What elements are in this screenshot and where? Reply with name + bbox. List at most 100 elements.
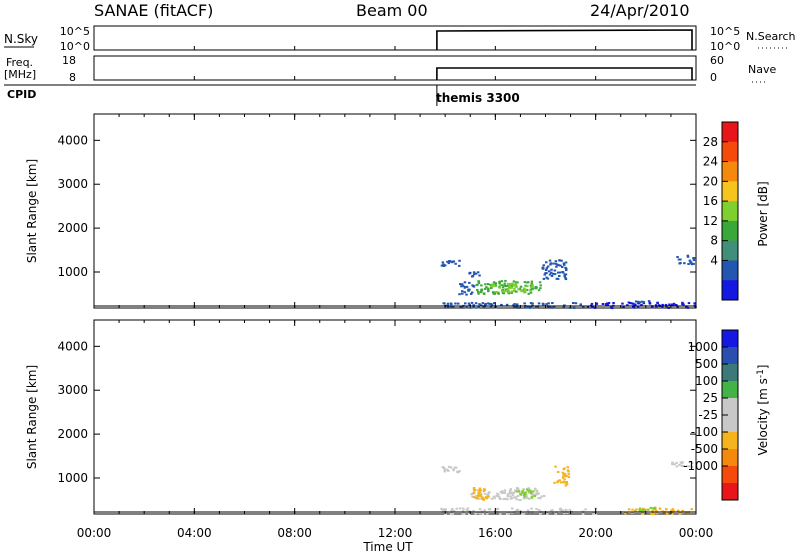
range-gate-cell <box>509 495 512 498</box>
range-gate-cell <box>476 497 479 500</box>
range-gate-cell <box>500 304 503 307</box>
range-gate-cell <box>547 270 551 273</box>
range-gate-cell <box>543 273 546 276</box>
range-gate-cell <box>564 484 567 487</box>
range-gate-cell <box>546 512 549 515</box>
range-gate-cell <box>529 306 533 309</box>
range-gate-cell <box>506 493 510 496</box>
range-gate-cell <box>510 292 513 294</box>
range-gate-cell <box>498 286 501 289</box>
range-gate-cell <box>468 512 471 515</box>
range-gate-cell <box>519 285 523 288</box>
range-gate-cell <box>484 283 487 286</box>
range-gate-cell <box>554 513 557 516</box>
range-gate-cell <box>503 491 507 494</box>
range-gate-cell <box>458 259 461 262</box>
range-gate-cell <box>449 466 453 469</box>
range-gate-cell <box>515 303 519 306</box>
range-gate-cell <box>537 289 541 292</box>
colorbar-segment <box>722 240 738 261</box>
range-gate-cell <box>565 483 569 486</box>
y-tick-label: 2000 <box>57 221 88 235</box>
range-gate-cell <box>565 475 568 477</box>
range-gate-cell <box>529 302 533 305</box>
range-gate-cell <box>661 510 664 513</box>
range-gate-cell <box>682 464 685 467</box>
range-gate-cell <box>462 507 465 510</box>
range-gate-cell <box>481 302 485 305</box>
range-gate-cell <box>468 288 471 291</box>
range-gate-cell <box>515 490 518 493</box>
range-gate-cell <box>461 284 465 287</box>
nsearch-tick-bottom: 10^0 <box>710 40 740 53</box>
range-gate-cell <box>563 473 567 476</box>
range-gate-cell <box>503 290 506 293</box>
x-axis-ticks: 00:00 04:00 08:00 12:00 16:00 20:00 00:00 <box>77 46 713 540</box>
range-gate-cell <box>492 495 496 498</box>
range-gate-cell <box>513 283 517 286</box>
station-title: SANAE (fitACF) <box>94 1 213 20</box>
range-gate-cell <box>472 273 476 276</box>
range-gate-cell <box>526 489 530 492</box>
range-gate-cell <box>447 262 451 265</box>
range-gate-cell <box>493 283 497 286</box>
range-gate-cell <box>489 303 493 305</box>
range-gate-cell <box>679 262 682 264</box>
range-gate-cell <box>483 488 486 491</box>
range-gate-cell <box>452 509 456 512</box>
colorbar-segment <box>722 466 738 484</box>
range-gate-cell <box>539 287 542 290</box>
range-gate-cell <box>487 290 490 293</box>
range-gate-cell <box>560 259 563 262</box>
range-gate-cell <box>480 288 484 291</box>
range-gate-cell <box>516 495 520 497</box>
range-gate-cell <box>517 288 520 291</box>
range-gate-cell <box>634 303 637 306</box>
range-gate-cell <box>522 488 525 491</box>
range-gate-cell <box>500 280 504 283</box>
range-gate-cell <box>567 470 570 473</box>
colorbar-segment <box>722 280 738 301</box>
range-gate-cell <box>694 305 697 308</box>
range-gate-cell <box>634 509 637 512</box>
range-gate-cell <box>605 303 608 306</box>
range-gate-cell <box>469 292 473 295</box>
range-gate-cell <box>458 293 461 296</box>
range-gate-cell <box>610 306 613 309</box>
range-gate-cell <box>537 492 540 495</box>
range-gate-cell <box>477 489 480 492</box>
range-gate-cell <box>548 273 552 276</box>
range-gate-cell <box>687 302 691 305</box>
colorbar-tick-label: 25 <box>703 391 718 405</box>
range-gate-cell <box>472 496 476 499</box>
range-gate-cell <box>520 290 523 293</box>
colorbar-segment <box>722 161 738 182</box>
range-gate-cell <box>508 491 512 494</box>
velocity-data-layer <box>440 461 694 516</box>
freq-tick-bottom: 8 <box>69 71 76 84</box>
range-gate-cell <box>514 496 518 499</box>
range-gate-cell <box>517 490 520 493</box>
range-gate-cell <box>525 289 529 291</box>
range-gate-cell <box>477 491 480 494</box>
range-gate-cell <box>675 461 678 464</box>
range-gate-cell <box>485 497 489 499</box>
range-gate-cell <box>477 290 480 293</box>
range-gate-cell <box>498 282 501 285</box>
range-gate-cell <box>483 492 487 495</box>
range-gate-cell <box>524 491 527 494</box>
x-tick-label: 08:00 <box>277 526 312 540</box>
range-gate-cell <box>487 289 490 291</box>
range-gate-cell <box>559 509 563 511</box>
range-gate-cell <box>554 262 558 265</box>
range-gate-cell <box>472 304 475 307</box>
range-gate-cell <box>530 286 534 289</box>
range-gate-cell <box>461 290 464 293</box>
range-gate-cell <box>456 470 459 473</box>
range-gate-cell <box>498 284 502 287</box>
power-ylabel: Slant Range [km] <box>25 159 39 263</box>
range-gate-cell <box>528 490 531 493</box>
range-gate-cell <box>509 497 513 500</box>
range-gate-cell <box>522 512 526 515</box>
range-gate-cell <box>530 282 533 285</box>
